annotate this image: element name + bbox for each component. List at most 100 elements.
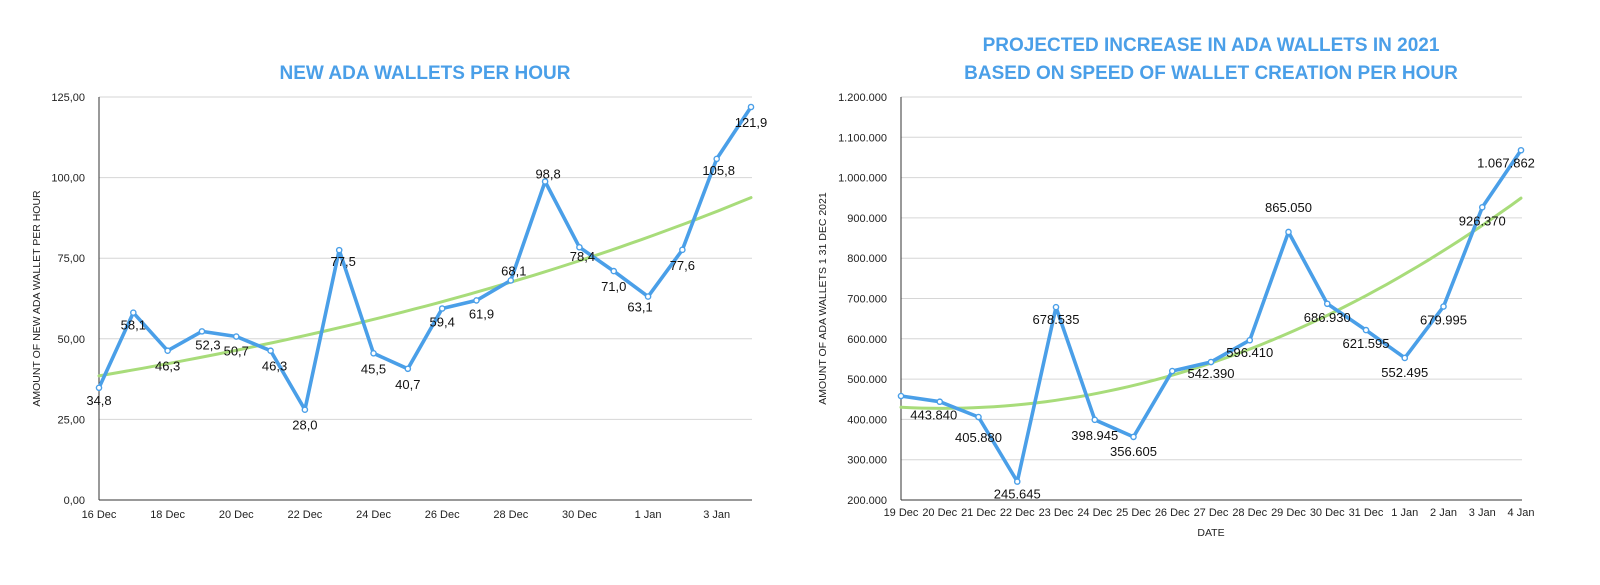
data-point [95,384,103,392]
data-point [1091,416,1099,424]
y-tick-label: 700.000 [847,294,887,306]
data-label: 398.945 [1071,428,1118,443]
x-tick-label: 3 Jan [1469,507,1496,519]
y-tick-label: 600.000 [847,334,887,346]
data-label: 34,8 [86,393,111,408]
data-point [507,277,515,284]
y-axis-title: AMOUNT OF NEW ADA WALLET PER HOUR [31,190,43,407]
data-label: 1.067.862 [1477,155,1535,170]
data-point [1517,146,1525,154]
data-point [644,293,652,300]
chart-title: PROJECTED INCREASE IN ADA WALLETS IN 202… [983,35,1440,56]
series-line [97,105,753,412]
data-label: 45,5 [361,361,386,376]
data-point [897,392,905,400]
data-point [1362,326,1370,334]
data-label: 621.595 [1343,336,1390,351]
data-label: 686.930 [1304,310,1351,325]
data-point [164,347,171,355]
data-point [1246,336,1254,344]
data-point [1401,354,1409,362]
data-label: 77,5 [331,254,356,269]
y-tick-label: 400.000 [847,414,887,426]
y-tick-label: 1.100.000 [838,132,887,144]
chart-title: NEW ADA WALLETS PER HOUR [280,63,571,84]
x-tick-label: 18 Dec [150,509,185,521]
y-tick-label: 1.200.000 [838,92,887,104]
data-point [747,103,755,111]
data-point [541,178,549,185]
data-label: 50,7 [224,344,249,359]
data-label: 405.880 [955,430,1002,445]
data-point [1052,303,1060,311]
data-point [438,305,446,312]
data-label: 58,1 [121,318,146,333]
y-tick-label: 200.000 [847,495,887,507]
x-tick-label: 23 Dec [1039,507,1074,519]
x-tick-label: 25 Dec [1116,507,1151,519]
x-tick-label: 3 Jan [703,509,730,521]
data-label: 121,9 [735,115,768,130]
y-tick-label: 1.000.000 [838,173,887,185]
x-tick-label: 1 Jan [1391,507,1418,519]
x-tick-label: 28 Dec [1232,507,1267,519]
y-tick-label: 25,00 [57,414,85,426]
data-label: 46,3 [262,359,287,374]
data-label: 98,8 [535,166,560,181]
y-tick-label: 900.000 [847,213,887,225]
data-label: 40,7 [395,377,420,392]
data-point [370,350,377,357]
y-tick-label: 0,00 [64,495,85,507]
data-point [232,333,240,340]
data-label: 28,0 [292,418,317,433]
data-label: 61,9 [469,306,494,321]
x-tick-label: 30 Dec [562,509,597,521]
chart-1: NEW ADA WALLETS PER HOUR 0,00 25,00 50,00 75… [31,63,767,521]
x-tick-label: 24 Dec [356,509,391,521]
chart-2: PROJECTED INCREASE IN ADA WALLETS IN 202… [817,35,1535,539]
data-label: 542.390 [1188,366,1235,381]
x-tick-label: 27 Dec [1194,507,1229,519]
data-label: 59,4 [430,314,455,329]
data-label: 105,8 [702,163,735,178]
data-label: 77,6 [670,258,695,273]
data-point [1168,367,1176,375]
data-point [610,267,618,275]
data-label: 678.535 [1033,312,1080,327]
x-tick-label: 31 Dec [1349,507,1384,519]
data-point [679,246,686,254]
data-label: 52,3 [195,337,220,352]
data-label: 596.410 [1226,345,1273,360]
x-tick-label: 16 Dec [82,509,117,521]
y-tick-label: 300.000 [847,455,887,467]
x-tick-label: 24 Dec [1077,507,1112,519]
x-tick-label: 4 Jan [1508,507,1535,519]
data-label: 68,1 [501,263,526,278]
data-label: 71,0 [601,279,626,294]
x-tick-label: 22 Dec [287,509,322,521]
data-point [1478,203,1486,211]
y-tick-label: 125,00 [51,92,85,104]
x-tick-label: 19 Dec [884,507,919,519]
x-tick-label: 28 Dec [493,509,528,521]
data-point [1130,433,1137,441]
y-tick-label: 50,00 [57,334,85,346]
y-tick-label: 800.000 [847,253,887,265]
data-point [713,155,720,163]
y-axis-title: AMOUNT OF ADA WALLETS 1 31 DEC 2021 [817,192,829,405]
data-point [1323,300,1331,308]
data-label: 443.840 [910,408,957,423]
data-label: 78,4 [570,249,595,264]
data-point [1013,478,1021,485]
x-tick-label: 22 Dec [1000,507,1035,519]
y-tick-label: 75,00 [57,253,85,265]
data-point [301,406,309,414]
data-point [1207,358,1215,366]
data-point [404,365,412,373]
x-tick-label: 29 Dec [1271,507,1306,519]
data-label: 552.495 [1381,365,1428,380]
data-point [267,347,274,355]
y-tick-label: 100,00 [51,173,85,185]
x-tick-label: 21 Dec [961,507,996,519]
